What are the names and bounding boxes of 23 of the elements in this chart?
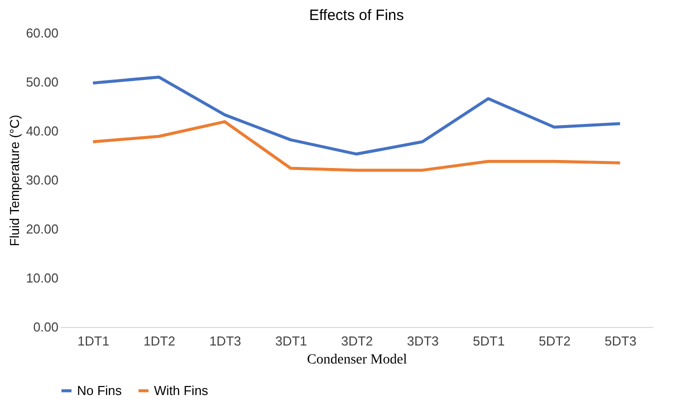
x-tick-label: 1DT1 — [78, 334, 110, 348]
x-tick-label: 3DT1 — [275, 334, 308, 348]
x-axis-title: Condenser Model — [307, 352, 408, 368]
x-tick-label: 5DT1 — [472, 334, 505, 348]
y-tick-label: 0.00 — [33, 320, 58, 334]
y-tick-label: 20.00 — [26, 222, 58, 236]
y-tick-label: 50.00 — [26, 74, 58, 90]
y-tick-label: 30.00 — [26, 172, 58, 188]
y-tick-label: 40.00 — [26, 124, 58, 138]
x-tick-label: 3DT3 — [406, 334, 439, 348]
y-axis-title: Fluid Temperature (°C) — [6, 114, 22, 246]
chart-title: Effects of Fins — [309, 7, 404, 24]
x-tick-label: 3DT2 — [341, 334, 373, 348]
x-tick-label: 1DT3 — [209, 334, 242, 348]
legend-label: No Fins — [77, 382, 122, 398]
x-tick-label: 5DT2 — [538, 334, 571, 348]
legend-label: With Fins — [154, 382, 209, 398]
x-tick-label: 1DT2 — [143, 334, 176, 348]
line-series — [91, 120, 622, 172]
y-tick-label: 60.00 — [26, 26, 58, 40]
y-tick-label: 10.00 — [26, 270, 58, 286]
x-tick-label: 5DT3 — [604, 334, 636, 348]
line-series — [91, 76, 622, 156]
